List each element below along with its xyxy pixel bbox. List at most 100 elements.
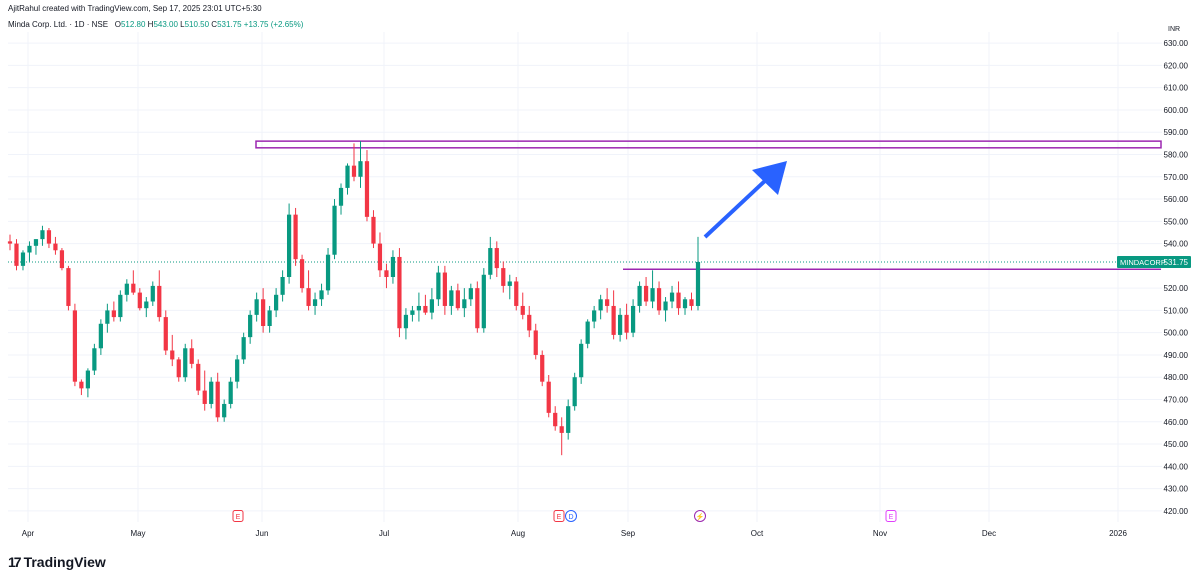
candle-body	[442, 272, 447, 306]
event-marker[interactable]: E	[232, 510, 244, 522]
candle-body	[222, 403, 227, 418]
candle-body	[520, 305, 525, 315]
candle-body	[170, 350, 175, 360]
y-tick-label: 540.00	[1164, 240, 1189, 249]
candle-body	[488, 248, 493, 275]
candle-body	[306, 288, 311, 306]
y-tick-label: 420.00	[1164, 507, 1189, 516]
candle-body	[215, 381, 220, 418]
event-marker-shape	[232, 510, 244, 522]
candle-body	[312, 299, 318, 306]
x-tick-label: Aug	[511, 529, 525, 538]
candle-body	[384, 270, 389, 277]
candle-body	[189, 348, 194, 364]
candle-body	[416, 305, 422, 311]
candle-body	[611, 305, 616, 335]
candle-body	[663, 301, 668, 311]
candle-body	[85, 370, 90, 389]
candle-body	[293, 214, 298, 260]
candle-body	[163, 317, 168, 351]
x-tick-label: Jul	[379, 529, 389, 538]
candle-body	[481, 274, 486, 329]
candle-body	[669, 292, 675, 302]
price-tag-symbol: MINDACORP	[1120, 258, 1166, 267]
candle-body	[695, 261, 701, 306]
candle-body	[319, 290, 324, 300]
candle-body	[325, 254, 331, 291]
candle-body	[618, 314, 623, 335]
candle-body	[33, 239, 39, 246]
event-marker-label: E	[889, 514, 894, 521]
candle-body	[527, 314, 532, 331]
candle-body	[624, 314, 629, 333]
candle-body	[286, 214, 292, 277]
y-tick-label: 600.00	[1164, 106, 1189, 115]
y-tick-label: 470.00	[1164, 396, 1189, 405]
candle-body	[377, 243, 383, 271]
event-marker[interactable]: E	[553, 510, 565, 522]
candle-body	[553, 412, 558, 427]
candle-body	[131, 283, 136, 293]
currency-label: INR	[1168, 26, 1180, 33]
y-tick-label: 580.00	[1164, 151, 1189, 160]
candle-body	[351, 165, 357, 177]
candle-body	[656, 288, 662, 311]
event-marker[interactable]: D	[565, 510, 577, 522]
candle-body	[546, 381, 551, 413]
event-marker[interactable]: ⚡	[694, 510, 706, 522]
candle-body	[494, 248, 499, 269]
candle-body	[682, 299, 688, 309]
candle-body	[14, 243, 19, 266]
candle-body	[605, 299, 610, 306]
candle-body	[423, 305, 428, 313]
event-marker-shape	[885, 510, 897, 522]
x-tick-label: 2026	[1109, 529, 1127, 538]
level-layer	[8, 140, 1162, 270]
x-tick-label: Nov	[873, 529, 887, 538]
event-marker[interactable]: E	[885, 510, 897, 522]
brand-name: TradingView	[23, 554, 106, 570]
x-tick-label: May	[130, 529, 145, 538]
candle-body	[111, 310, 116, 318]
event-marker-label: D	[568, 514, 573, 521]
ohlc-legend: Minda Corp. Ltd. · 1D · NSE O512.80 H543…	[8, 20, 303, 29]
event-marker-shape	[553, 510, 565, 522]
trend-arrow-shaft	[703, 176, 770, 239]
close-label: C	[211, 20, 218, 29]
candle-body	[27, 245, 32, 253]
event-layer: E E D ⚡ E	[232, 510, 897, 522]
tradingview-logo: 17 TradingView	[8, 554, 106, 570]
close-value: 531.75	[217, 20, 242, 29]
candle-body	[449, 290, 454, 306]
event-marker-shape	[565, 510, 577, 522]
candle-body	[676, 292, 681, 309]
candle-body	[157, 285, 162, 318]
candle-body	[371, 216, 376, 244]
y-tick-label: 460.00	[1164, 418, 1189, 427]
symbol-line[interactable]: Minda Corp. Ltd. · 1D · NSE	[8, 20, 109, 29]
candle-body	[475, 288, 480, 329]
candle-body	[397, 256, 402, 329]
candle-body	[267, 310, 272, 326]
candle-body	[468, 288, 473, 300]
candle-body	[46, 230, 52, 244]
x-tick-label: Dec	[982, 529, 996, 538]
candle-body	[533, 330, 538, 355]
candle-body	[40, 230, 45, 240]
high-value: 543.00	[153, 20, 178, 29]
candle-body	[72, 310, 78, 382]
y-tick-label: 480.00	[1164, 373, 1189, 382]
candle-body	[579, 343, 584, 378]
y-tick-label: 520.00	[1164, 284, 1189, 293]
candle-body	[572, 377, 577, 407]
candle-body	[410, 310, 415, 315]
attribution-text: AjitRahul created with TradingView.com, …	[8, 4, 262, 13]
candle-body	[598, 299, 603, 311]
candle-body	[566, 406, 571, 433]
candle-body	[59, 250, 65, 269]
x-tick-label: Apr	[22, 529, 35, 538]
event-marker-shape	[694, 510, 706, 522]
x-tick-label: Sep	[621, 529, 636, 538]
